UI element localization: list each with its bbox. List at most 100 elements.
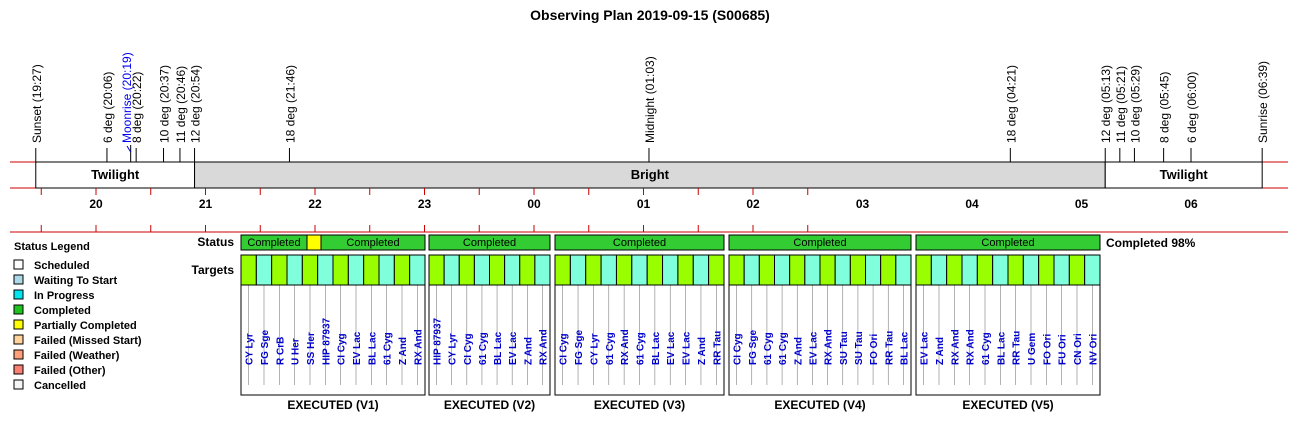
- event-label: 6 deg (20:06): [101, 72, 115, 143]
- hour-tick-label: 20: [89, 197, 103, 211]
- target-label: U Gem: [1027, 333, 1038, 365]
- target-cell: [458, 254, 475, 286]
- target-label: FG Sge: [260, 330, 271, 365]
- target-cell: [409, 254, 426, 286]
- target-cell: [378, 254, 395, 286]
- event-label: 10 deg (05:29): [1128, 65, 1142, 143]
- target-label: CI Cyg: [463, 333, 474, 365]
- legend-item-label: Cancelled: [34, 380, 86, 392]
- target-cell: [677, 254, 694, 286]
- target-label: CY Lyr: [448, 333, 459, 365]
- visit-block: Completed CI Cyg FG Sge CY Lyr 61 Cyg RX And 6…: [554, 234, 725, 412]
- targets-row-label: Targets: [192, 263, 235, 277]
- target-label: CY Lyr: [245, 333, 256, 365]
- visit-label: EXECUTED (V4): [774, 398, 865, 412]
- visit-label: EXECUTED (V1): [287, 398, 378, 412]
- target-cell: [301, 254, 319, 286]
- target-cell: [332, 254, 349, 286]
- event-label: Moonrise (20:19): [120, 52, 134, 143]
- target-cell: [271, 254, 288, 286]
- target-label: RR Tau: [712, 331, 723, 365]
- visit-blocks: Completed Completed CY Lyr FG Sge R CrB U Her…: [240, 234, 1101, 412]
- chart-title: Observing Plan 2019-09-15 (S00685): [530, 7, 770, 23]
- target-label: Z And: [398, 337, 409, 365]
- hour-tick-label: 22: [308, 197, 322, 211]
- moon-leader-line: [126, 145, 132, 153]
- legend-swatch: [13, 364, 24, 375]
- target-cell: [317, 254, 334, 286]
- event-label: 18 deg (04:21): [1004, 65, 1018, 143]
- target-label: U Her: [291, 338, 302, 365]
- visit-block: Completed Completed CY Lyr FG Sge R CrB U Her…: [240, 234, 426, 412]
- time-axis: 20 21 22 23 00 01 02 03 04 05 06: [10, 188, 1288, 233]
- visit-label: EXECUTED (V2): [444, 398, 535, 412]
- target-label: NV Ori: [1088, 334, 1099, 365]
- status-segment-label: Completed: [247, 237, 300, 249]
- target-cell: [646, 254, 664, 286]
- target-cell: [1068, 254, 1086, 286]
- target-label: EV Lac: [666, 331, 677, 365]
- target-cell: [758, 254, 775, 286]
- event-label: 10 deg (20:37): [158, 65, 172, 143]
- target-label: EV Lac: [508, 331, 519, 365]
- status-segment: [306, 234, 322, 251]
- target-cell: [1007, 254, 1024, 286]
- event-label: 8 deg (20:22): [130, 72, 144, 143]
- visit-label: EXECUTED (V5): [962, 398, 1053, 412]
- event-label: 11 deg (20:46): [174, 66, 188, 143]
- target-cell: [473, 254, 490, 286]
- hour-tick-label: 06: [1184, 197, 1198, 211]
- legend-swatch: [13, 274, 24, 285]
- target-cell: [774, 254, 791, 286]
- hour-tick-label: 05: [1075, 197, 1089, 211]
- hour-tick-label: 04: [965, 197, 979, 211]
- hour-tick-label: 21: [199, 197, 213, 211]
- target-label: RX And: [966, 329, 977, 365]
- target-cell: [743, 254, 760, 286]
- target-cell: [930, 254, 948, 286]
- target-cell: [708, 254, 725, 286]
- target-label: CI Cyg: [559, 333, 570, 365]
- legend-title: Status Legend: [14, 241, 90, 253]
- event-label: Sunset (19:27): [30, 64, 44, 143]
- target-cell: [428, 254, 445, 286]
- target-label: Z And: [793, 337, 804, 365]
- legend-item-label: In Progress: [34, 290, 95, 302]
- target-cell: [504, 254, 521, 286]
- event-label: 12 deg (05:13): [1099, 65, 1113, 143]
- target-cell: [600, 254, 617, 286]
- target-label: CI Cyg: [733, 333, 744, 365]
- status-segment: [915, 234, 1101, 251]
- hour-tick-label: 23: [418, 197, 432, 211]
- target-cell: [393, 254, 411, 286]
- target-label: EV Lac: [920, 331, 931, 365]
- event-label: 11 deg (05:21): [1114, 66, 1128, 143]
- target-label: FG Sge: [748, 330, 759, 365]
- target-label: EV Lac: [352, 331, 363, 365]
- hour-tick-label: 01: [637, 197, 651, 211]
- hour-tick-label: 03: [856, 197, 870, 211]
- legend-swatch: [13, 334, 24, 345]
- target-cell: [992, 254, 1009, 286]
- target-label: RX And: [824, 329, 835, 365]
- target-label: BL Lac: [651, 331, 662, 365]
- target-label: FO Ori: [1042, 334, 1053, 365]
- target-label: RX And: [538, 329, 549, 365]
- hour-tick-label: 02: [746, 197, 760, 211]
- target-label: SS Her: [306, 332, 317, 365]
- status-segment: [554, 234, 725, 251]
- event-label: 6 deg (06:00): [1185, 72, 1199, 143]
- target-label: HIP 87937: [433, 317, 444, 365]
- sky-band: [194, 161, 1106, 189]
- target-label: RR Tau: [884, 331, 895, 365]
- target-cell: [363, 254, 380, 286]
- target-cell: [692, 254, 710, 286]
- target-cell: [1084, 254, 1101, 286]
- target-cell: [961, 254, 978, 286]
- status-segment: [320, 234, 426, 251]
- target-cell: [915, 254, 932, 286]
- target-cell: [976, 254, 994, 286]
- target-cell: [554, 254, 571, 286]
- visit-label: EXECUTED (V3): [594, 398, 685, 412]
- legend-item-label: Failed (Missed Start): [34, 335, 142, 347]
